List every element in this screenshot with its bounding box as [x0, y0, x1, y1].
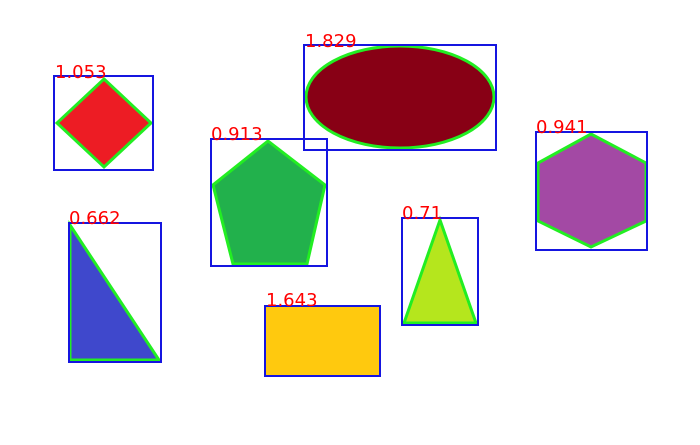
- ellipse-shape: [304, 44, 496, 150]
- hexagon-score-label: 0.941: [536, 117, 588, 138]
- detection-pentagon: 0.913: [210, 124, 328, 267]
- ellipse-bounding-box: [303, 44, 497, 151]
- right-triangle-shape: [68, 219, 162, 362]
- detection-hexagon: 0.941: [535, 117, 648, 251]
- detection-rectangle: 1.643: [264, 290, 381, 377]
- detection-ellipse: 1.829: [303, 31, 497, 151]
- diamond-bounding-box: [53, 75, 154, 171]
- rectangle-shape: [266, 307, 380, 375]
- ellipse-score-label: 1.829: [305, 31, 357, 52]
- triangle-score-label: 0.71: [402, 203, 442, 224]
- diamond-score-label: 1.053: [55, 62, 107, 83]
- hexagon-shape: [536, 132, 648, 249]
- pentagon-shape: [211, 139, 327, 266]
- hexagon-bounding-box: [535, 131, 648, 251]
- detection-diamond: 1.053: [53, 62, 154, 171]
- right-triangle-bounding-box: [68, 222, 162, 363]
- triangle-bounding-box: [401, 217, 479, 326]
- right-triangle-score-label: 0.662: [69, 208, 121, 229]
- rectangle-bounding-box: [264, 305, 381, 377]
- pentagon-bounding-box: [210, 138, 328, 267]
- detection-triangle: 0.71: [401, 203, 479, 326]
- triangle-shape: [401, 215, 479, 325]
- pentagon-score-label: 0.913: [211, 124, 263, 145]
- diamond-shape: [54, 76, 154, 170]
- detection-right-triangle: 0.662: [68, 208, 162, 363]
- rectangle-score-label: 1.643: [266, 290, 318, 311]
